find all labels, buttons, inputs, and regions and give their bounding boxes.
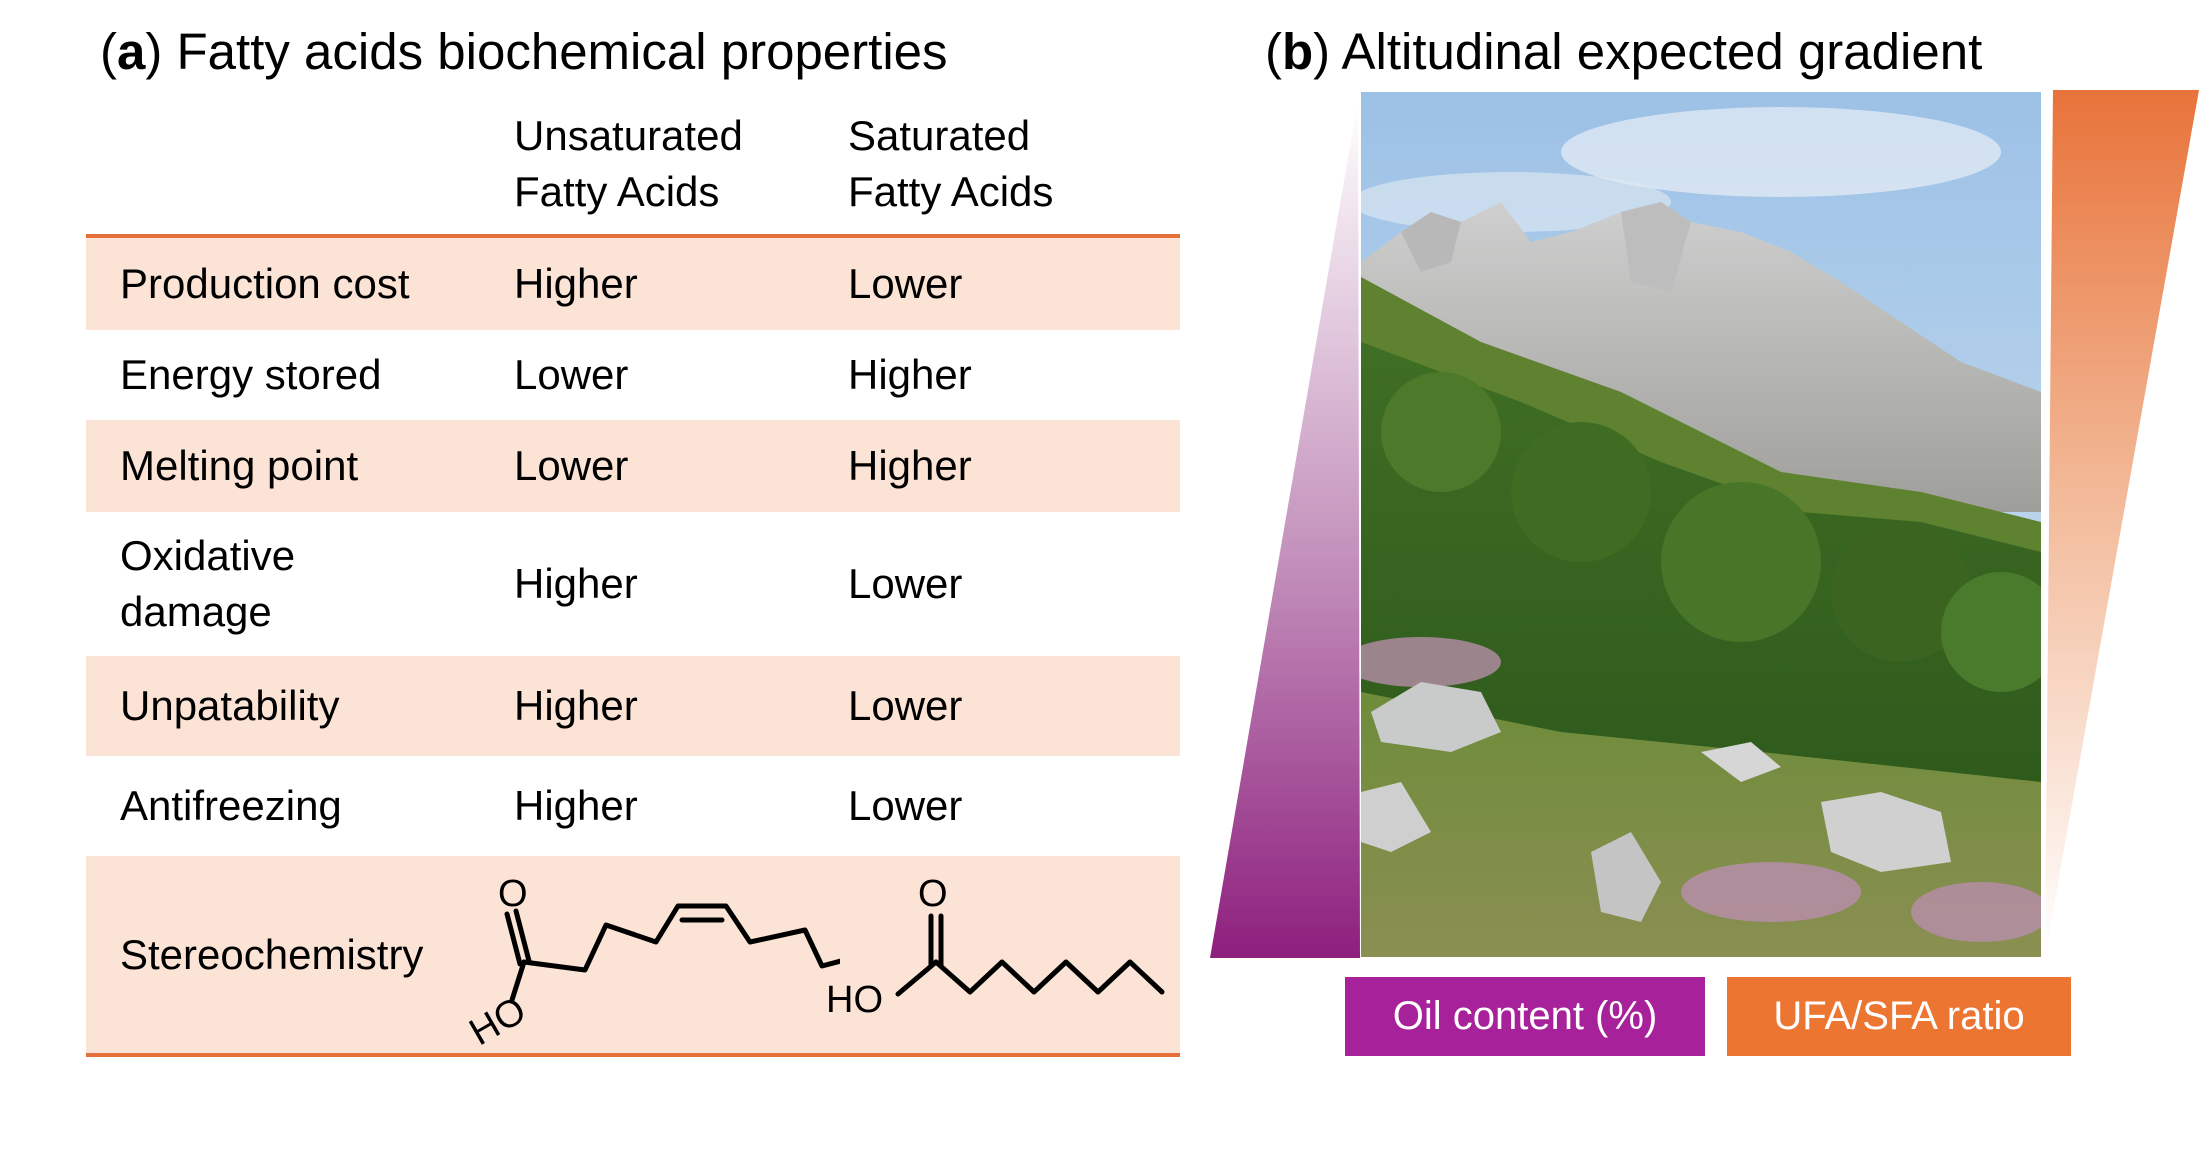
row-unsaturated-value: Lower [514,351,629,398]
panel-a-title: (a) Fatty acids biochemical properties [100,23,948,80]
row-saturated-value: Lower [848,260,963,307]
mountain-landscape-photo [1361,92,2041,957]
row-unsaturated-value: Higher [514,782,638,829]
row-property: Production cost [120,260,410,307]
panel-b-title: (b) Altitudinal expected gradient [1265,23,1983,80]
table-row-oxidative-damage: Oxidative damage Higher Lower [86,512,1180,656]
panel-b-label: b [1281,23,1314,80]
table-row-stereochemistry: Stereochemistry [86,856,1180,1053]
table-row-production-cost: Production cost Higher Lower [86,238,1180,330]
column-header-unsaturated: Unsaturated Fatty Acids [514,108,743,220]
row-saturated-value: Lower [848,560,963,607]
row-saturated-value: Higher [848,442,972,489]
column-header-unsaturated-line1: Unsaturated [514,112,743,159]
panel-a-title-text: Fatty acids biochemical properties [176,23,948,80]
panel-b-title-text: Altitudinal expected gradient [1341,23,1983,80]
table-top-rule [86,234,1180,238]
table-row-energy-stored: Energy stored Lower Higher [86,330,1180,420]
unsaturated-fatty-acid-structure: O HO [463,873,840,1050]
row-unsaturated-value: Higher [514,682,638,729]
ufa-sfa-ratio-gradient-wedge [2045,90,2199,956]
row-saturated-value: Lower [848,782,963,829]
row-property-line2: damage [120,588,272,635]
row-property: Antifreezing [120,782,342,829]
column-header-saturated-line1: Saturated [848,112,1031,159]
table-bottom-rule [86,1053,1180,1057]
column-header-unsaturated-line2: Fatty Acids [514,168,720,215]
column-header-saturated-line2: Fatty Acids [848,168,1054,215]
row-property: Unpatability [120,682,340,729]
row-property: Energy stored [120,351,382,398]
row-property-line1: Oxidative [120,532,296,579]
atom-ho-label-saturated: HO [826,979,883,1021]
atom-o-label-saturated: O [918,873,948,915]
panel-a-label: a [116,23,146,80]
legend-oil-content: Oil content (%) [1345,977,1705,1056]
row-property: Stereochemistry [120,930,424,978]
table-row-unpatability: Unpatability Higher Lower [86,656,1180,756]
atom-o-label: O [498,873,528,915]
saturated-fatty-acid-structure: O HO [826,873,1165,1021]
row-property: Melting point [120,442,359,489]
oil-content-gradient-wedge [1210,100,1360,958]
row-unsaturated-value: Lower [514,442,629,489]
table-row-melting-point: Melting point Lower Higher [86,420,1180,512]
row-unsaturated-value: Higher [514,260,638,307]
table-row-antifreezing: Antifreezing Higher Lower [86,756,1180,856]
legend-ufa-sfa-ratio: UFA/SFA ratio [1727,977,2071,1056]
row-saturated-value: Higher [848,351,972,398]
column-header-saturated: Saturated Fatty Acids [848,108,1053,220]
atom-ho-label: HO [463,989,533,1050]
row-saturated-value: Lower [848,682,963,729]
row-unsaturated-value: Higher [514,560,638,607]
row-property: Oxidative damage [120,528,295,640]
